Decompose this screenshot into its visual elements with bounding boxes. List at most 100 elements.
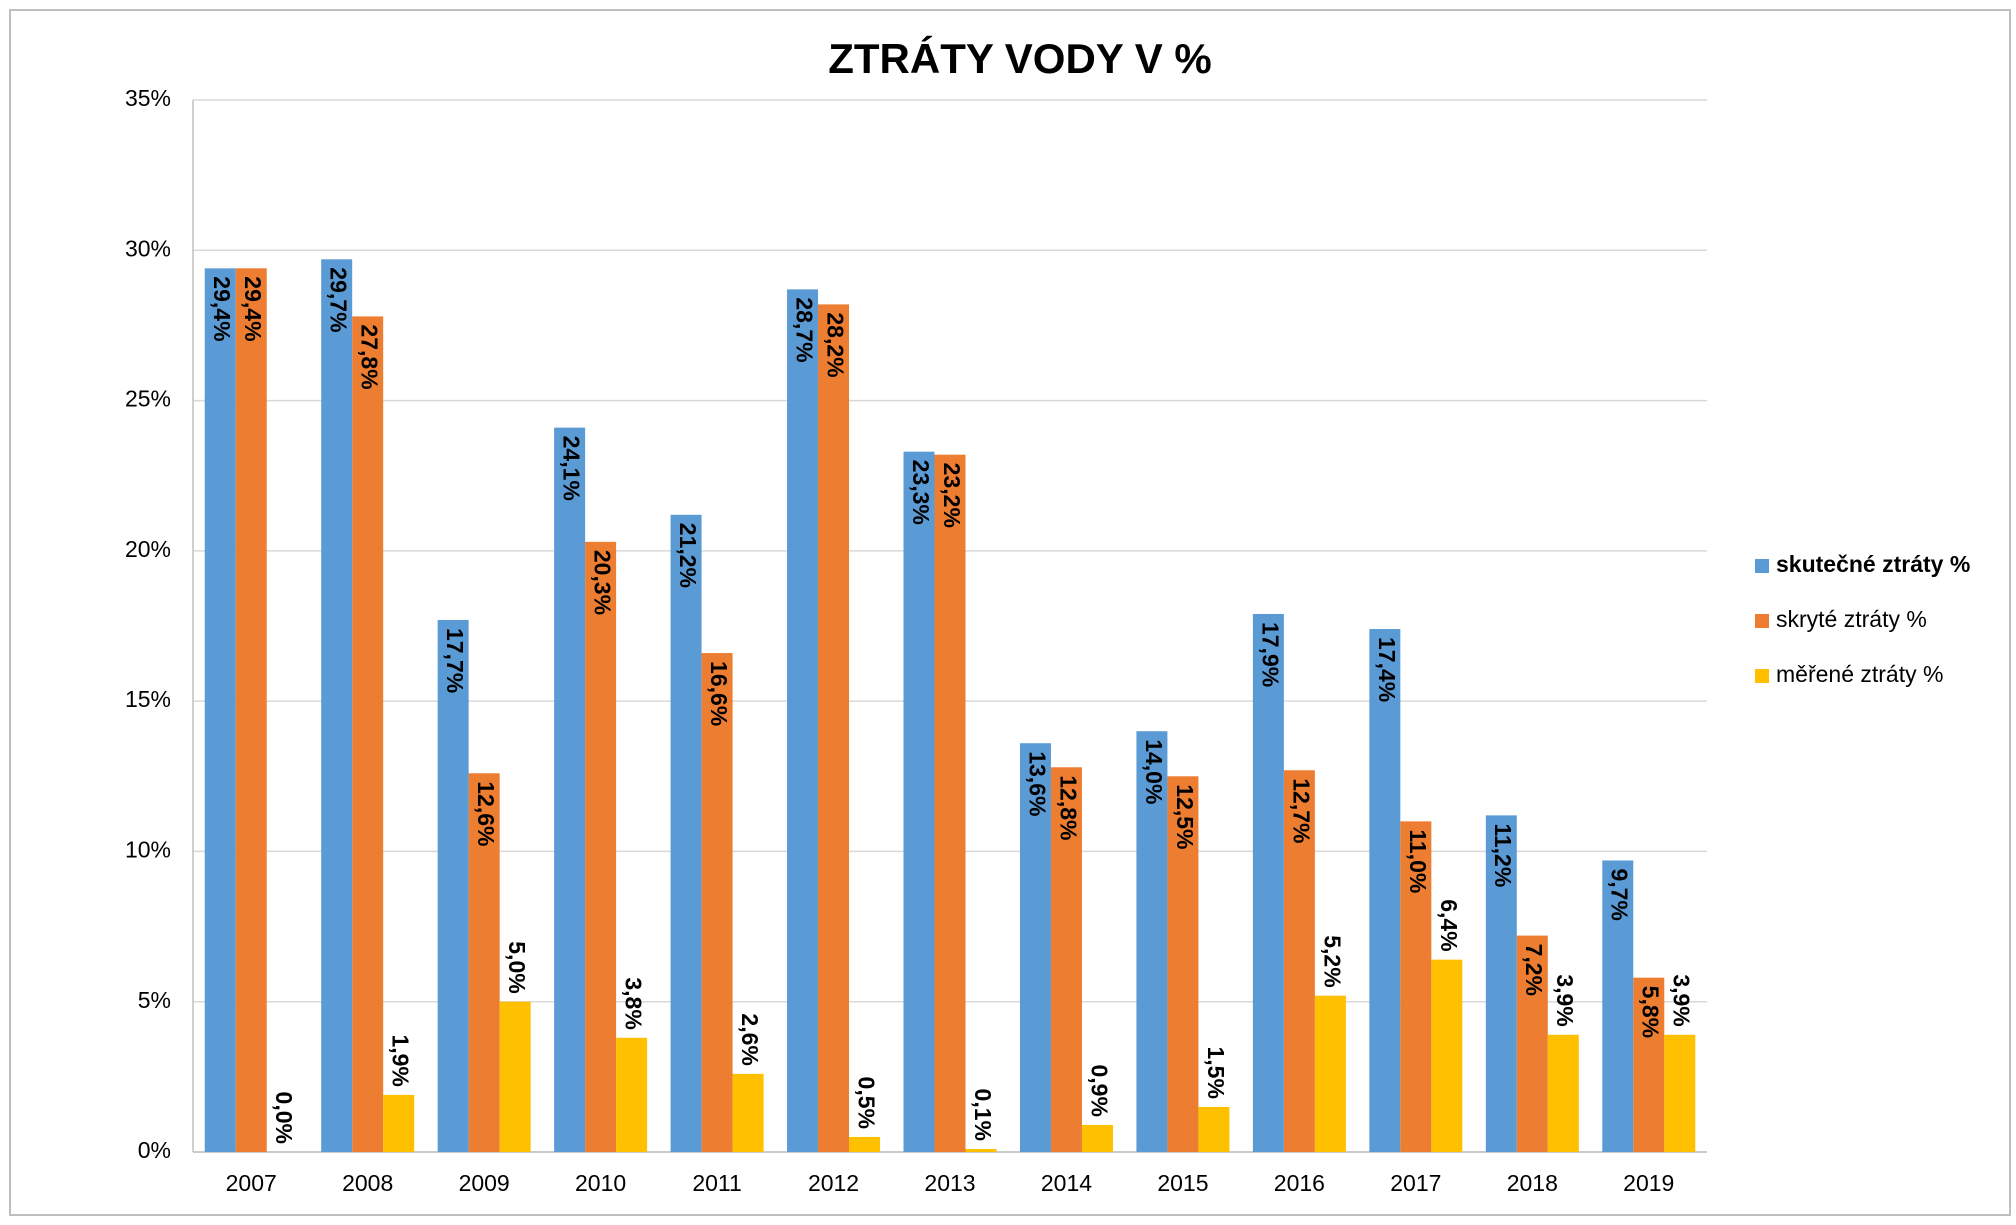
- data-label: 5,2%: [1319, 935, 1345, 987]
- bar: [1019, 743, 1051, 1152]
- data-label: 7,2%: [1521, 944, 1547, 996]
- bar: [1314, 995, 1346, 1152]
- bar: [352, 316, 384, 1152]
- data-label: 3,8%: [621, 977, 647, 1029]
- bar: [849, 1136, 881, 1152]
- bar: [1516, 935, 1548, 1152]
- y-tick-label: 25%: [125, 386, 171, 412]
- data-label: 17,7%: [442, 628, 468, 693]
- x-tick-label: 2017: [1390, 1170, 1441, 1196]
- x-tick-label: 2016: [1274, 1170, 1325, 1196]
- x-tick-label: 2010: [575, 1170, 626, 1196]
- data-label: 12,7%: [1288, 778, 1314, 843]
- data-label: 1,9%: [388, 1034, 414, 1086]
- bar: [1081, 1124, 1113, 1152]
- data-label: 27,8%: [357, 324, 383, 389]
- data-label: 28,2%: [822, 312, 848, 377]
- bar: [1283, 770, 1315, 1152]
- bar: [1400, 821, 1432, 1152]
- x-tick-label: 2014: [1041, 1170, 1092, 1196]
- y-tick-label: 10%: [125, 837, 171, 863]
- data-label: 12,8%: [1055, 775, 1081, 840]
- bar: [235, 268, 267, 1152]
- legend-label: měřené ztráty %: [1776, 661, 1943, 687]
- data-label: 13,6%: [1024, 751, 1050, 816]
- data-label: 0,5%: [853, 1077, 879, 1129]
- bar: [1050, 767, 1082, 1152]
- data-label: 0,9%: [1086, 1065, 1112, 1117]
- bar: [1664, 1034, 1696, 1152]
- x-tick-label: 2015: [1157, 1170, 1208, 1196]
- bar: [670, 514, 702, 1152]
- bar: [732, 1073, 764, 1152]
- bar: [1167, 776, 1199, 1152]
- data-label: 23,2%: [939, 463, 965, 528]
- legend-label: skutečné ztráty %: [1776, 551, 1970, 577]
- data-label: 17,4%: [1374, 637, 1400, 702]
- bar: [321, 259, 353, 1152]
- data-label: 28,7%: [791, 297, 817, 362]
- data-label: 3,9%: [1552, 974, 1578, 1026]
- bar: [1547, 1034, 1579, 1152]
- x-tick-label: 2011: [692, 1170, 741, 1196]
- data-label: 2,6%: [737, 1013, 763, 1065]
- x-tick-label: 2008: [342, 1170, 393, 1196]
- y-tick-label: 30%: [125, 235, 171, 261]
- data-label: 17,9%: [1257, 622, 1283, 687]
- y-tick-label: 20%: [125, 536, 171, 562]
- bar: [437, 619, 469, 1152]
- bar: [554, 427, 586, 1152]
- bar: [616, 1037, 648, 1152]
- data-label: 9,7%: [1607, 868, 1633, 920]
- bar: [1485, 815, 1517, 1152]
- bar: [1369, 629, 1401, 1152]
- bar: [934, 454, 966, 1152]
- data-label: 20,3%: [590, 550, 616, 615]
- data-label: 24,1%: [559, 436, 585, 501]
- bar: [1431, 959, 1463, 1152]
- bar: [1198, 1106, 1230, 1152]
- legend-swatch: [1755, 559, 1769, 573]
- data-label: 6,4%: [1436, 899, 1462, 951]
- chart-title: ZTRÁTY VODY V %: [828, 35, 1212, 82]
- y-tick-label: 35%: [125, 85, 171, 111]
- data-label: 5,8%: [1638, 986, 1664, 1038]
- data-label: 11,2%: [1490, 823, 1516, 887]
- legend-label: skryté ztráty %: [1776, 606, 1927, 632]
- bar: [701, 653, 733, 1152]
- bar: [787, 289, 819, 1152]
- chart-frame: [9, 9, 2011, 1216]
- x-tick-label: 2009: [459, 1170, 510, 1196]
- bar: [204, 268, 236, 1152]
- bar: [903, 451, 935, 1152]
- bar: [1252, 613, 1284, 1152]
- data-label: 11,0%: [1405, 829, 1431, 893]
- data-label: 29,4%: [209, 276, 235, 341]
- bar: [1136, 731, 1168, 1152]
- bar: [499, 1001, 531, 1152]
- data-label: 5,0%: [504, 941, 530, 993]
- data-label: 3,9%: [1669, 974, 1695, 1026]
- data-label: 12,6%: [473, 781, 499, 846]
- bar: [1602, 860, 1634, 1152]
- y-tick-label: 0%: [138, 1137, 171, 1163]
- data-label: 21,2%: [675, 523, 701, 588]
- data-label: 23,3%: [908, 460, 934, 525]
- bar: [468, 773, 500, 1152]
- y-tick-label: 5%: [138, 987, 171, 1013]
- bar: [1633, 977, 1665, 1152]
- bar: [818, 304, 850, 1153]
- data-label: 0,1%: [970, 1089, 996, 1141]
- bar: [965, 1148, 997, 1152]
- bar: [585, 541, 617, 1152]
- data-label: 1,5%: [1203, 1046, 1229, 1098]
- bar: [383, 1094, 415, 1152]
- data-label: 29,7%: [326, 267, 352, 332]
- data-label: 14,0%: [1141, 739, 1167, 804]
- x-tick-label: 2013: [924, 1170, 975, 1196]
- x-tick-label: 2018: [1507, 1170, 1558, 1196]
- data-label: 29,4%: [240, 276, 266, 341]
- x-tick-label: 2007: [226, 1170, 277, 1196]
- x-tick-label: 2019: [1623, 1170, 1674, 1196]
